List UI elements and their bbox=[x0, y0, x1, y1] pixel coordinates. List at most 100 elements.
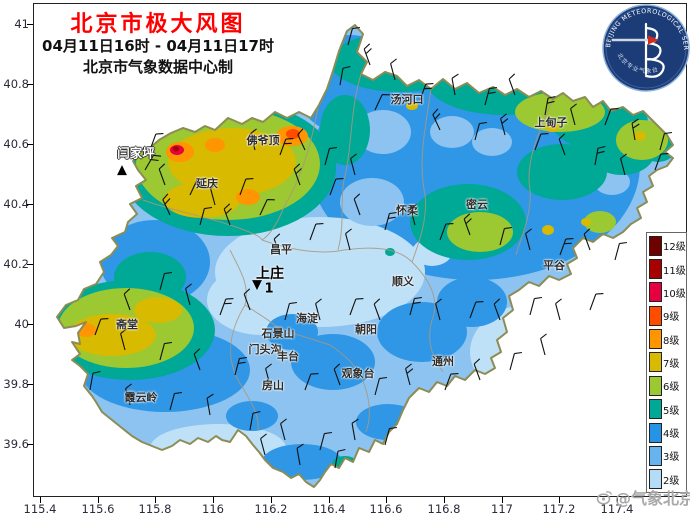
station-marker: ▲ bbox=[117, 162, 127, 178]
wind-barb bbox=[219, 298, 234, 316]
wind-barb bbox=[654, 153, 669, 171]
wind-barb bbox=[614, 241, 628, 261]
legend-swatch bbox=[649, 282, 662, 303]
wind-barb bbox=[444, 373, 459, 391]
wind-barb bbox=[451, 73, 459, 96]
wind-barb bbox=[265, 363, 272, 386]
wind-barb bbox=[432, 108, 441, 131]
wind-barb bbox=[193, 348, 201, 371]
legend-label: 6级 bbox=[663, 382, 680, 394]
wind-barb bbox=[158, 163, 166, 186]
station-label: 门头沟 bbox=[248, 343, 282, 356]
wind-barb bbox=[558, 133, 566, 156]
x-axis-tick bbox=[386, 497, 387, 503]
map-title: 北京市极大风图 bbox=[70, 12, 246, 37]
y-axis-tick bbox=[27, 264, 33, 265]
legend-label: 3级 bbox=[663, 452, 680, 464]
x-axis-tick bbox=[98, 497, 99, 503]
legend-item: 7级 bbox=[649, 351, 686, 373]
wind-barb bbox=[239, 178, 254, 196]
legend-item: 3级 bbox=[649, 445, 686, 467]
station-label: 房山 bbox=[262, 379, 284, 392]
legend-swatch bbox=[649, 445, 662, 466]
wind-barbs-layer bbox=[89, 26, 673, 469]
wind-barb bbox=[349, 298, 364, 316]
y-axis-tick bbox=[27, 84, 33, 85]
x-axis-label: 116.8 bbox=[427, 502, 461, 516]
wind-barb bbox=[260, 433, 267, 456]
map-period: 04月11日16时 - 04月11日17时 bbox=[42, 37, 274, 55]
x-axis-tick bbox=[213, 497, 214, 503]
weibo-icon bbox=[596, 490, 613, 505]
x-axis-tick bbox=[559, 497, 560, 503]
y-axis-tick bbox=[27, 444, 33, 445]
wind-barb bbox=[309, 223, 324, 241]
x-axis-label: 117 bbox=[491, 502, 513, 516]
station-label: 上甸子 bbox=[534, 116, 568, 129]
station-label: 顺义 bbox=[392, 275, 414, 288]
legend-swatch bbox=[649, 422, 662, 443]
wind-barb bbox=[353, 193, 361, 216]
wind-barb bbox=[469, 301, 484, 319]
wind-barb bbox=[319, 431, 333, 451]
wind-barb bbox=[620, 153, 627, 176]
x-axis-tick bbox=[40, 497, 41, 503]
wind-barb bbox=[363, 43, 372, 66]
wind-barb bbox=[589, 293, 604, 311]
wind-barb bbox=[333, 363, 341, 386]
legend-item: 2级 bbox=[649, 468, 686, 490]
y-axis-label: 39.6 bbox=[3, 437, 29, 451]
x-axis-tick bbox=[444, 497, 445, 503]
watermark-text: @气象北京 bbox=[615, 489, 690, 508]
wind-barb bbox=[279, 138, 294, 156]
station-label: 霞云岭 bbox=[124, 391, 158, 404]
wind-barb bbox=[315, 298, 322, 321]
y-axis-tick bbox=[27, 204, 33, 205]
wind-barb bbox=[210, 183, 217, 206]
x-axis-label: 116.4 bbox=[312, 502, 346, 516]
wind-barb bbox=[123, 288, 131, 311]
y-axis-tick bbox=[27, 24, 33, 25]
legend-label: 2级 bbox=[663, 475, 680, 487]
x-axis-label: 115.6 bbox=[81, 502, 115, 516]
wind-barb bbox=[484, 86, 498, 106]
wind-barb bbox=[304, 373, 319, 391]
x-axis-tick bbox=[502, 497, 503, 503]
legend-label: 12级 bbox=[663, 242, 686, 254]
wind-barb bbox=[409, 296, 423, 316]
wind-barb bbox=[390, 58, 397, 81]
station-label: 佛爷顶 bbox=[246, 134, 280, 147]
station-label: 昌平 bbox=[270, 243, 292, 256]
wind-barb bbox=[540, 333, 547, 356]
legend-item: 6级 bbox=[649, 375, 686, 397]
y-axis-tick bbox=[27, 144, 33, 145]
wind-barb bbox=[529, 296, 543, 316]
wind-barb bbox=[293, 163, 302, 186]
x-axis-label: 117.4 bbox=[600, 502, 634, 516]
wind-barb bbox=[206, 393, 214, 416]
legend-item: 11级 bbox=[649, 258, 686, 280]
station-label: 密云 bbox=[466, 198, 488, 211]
legend-swatch bbox=[649, 469, 662, 490]
legend-item: 12级 bbox=[649, 235, 686, 257]
wind-barb bbox=[604, 108, 619, 126]
legend-item: 5级 bbox=[649, 398, 686, 420]
wind-barb bbox=[350, 153, 357, 176]
wind-barb bbox=[410, 203, 417, 226]
wind-barb bbox=[473, 358, 481, 381]
wind-barb bbox=[631, 118, 640, 141]
y-axis-label: 40.6 bbox=[3, 137, 29, 151]
wind-barb bbox=[324, 146, 338, 166]
wind-barb bbox=[162, 193, 171, 216]
station-marker: 1 bbox=[264, 281, 274, 297]
wind-barb bbox=[273, 233, 281, 256]
legend-swatch bbox=[649, 399, 662, 420]
wind-barb bbox=[199, 206, 213, 226]
watermark: @气象北京 bbox=[596, 485, 690, 509]
legend-item: 10级 bbox=[649, 281, 686, 303]
legend-label: 10级 bbox=[663, 288, 686, 300]
station-label: 观象台 bbox=[341, 367, 375, 380]
station-marker: ▼ bbox=[252, 277, 262, 293]
